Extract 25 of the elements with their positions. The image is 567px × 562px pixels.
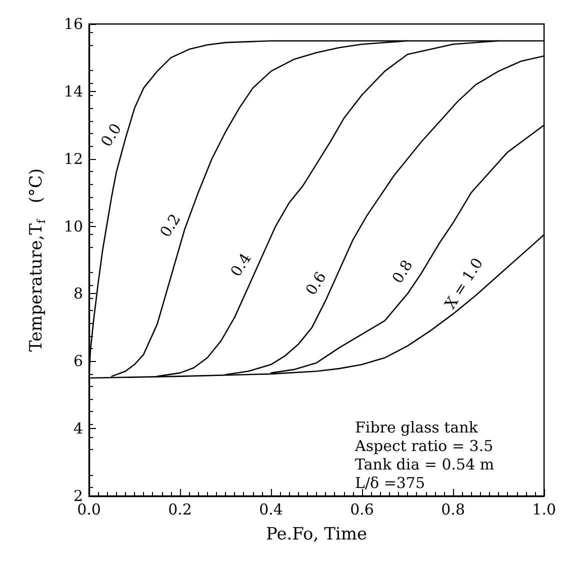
x-tick-label: 0.8 [441,500,465,518]
text: X = 1.0 [441,254,487,312]
text: 0.2 [156,210,184,240]
annotation: Fibre glass tank [355,418,479,436]
x-tick-label: 0.6 [350,500,374,518]
y-tick-label: 14 [64,82,83,100]
annotation: L/δ =375 [355,474,426,492]
annotation: Tank dia = 0.54 m [355,456,494,474]
y-tick-label: 16 [64,15,83,33]
x-axis-title: Pe.Fo, Time [266,524,368,544]
text: 0.6 [302,268,330,298]
x-tick-label: 0.4 [259,500,283,518]
text: 0.0 [97,120,126,150]
x-tick-label: 0.2 [168,500,192,518]
y-tick-label: 8 [73,284,83,303]
text: Temperature,Tf (°C) [26,168,48,352]
text: 0.8 [388,256,416,286]
y-tick-label: 10 [64,217,83,236]
y-tick-label: 6 [73,352,83,370]
y-tick-label: 12 [64,150,83,168]
y-tick-label: 4 [73,420,83,438]
x-tick-label: 1.0 [532,500,556,518]
x-tick-label: 0.0 [77,500,101,518]
text: 0.4 [226,250,255,280]
annotation: Aspect ratio = 3.5 [354,437,494,455]
